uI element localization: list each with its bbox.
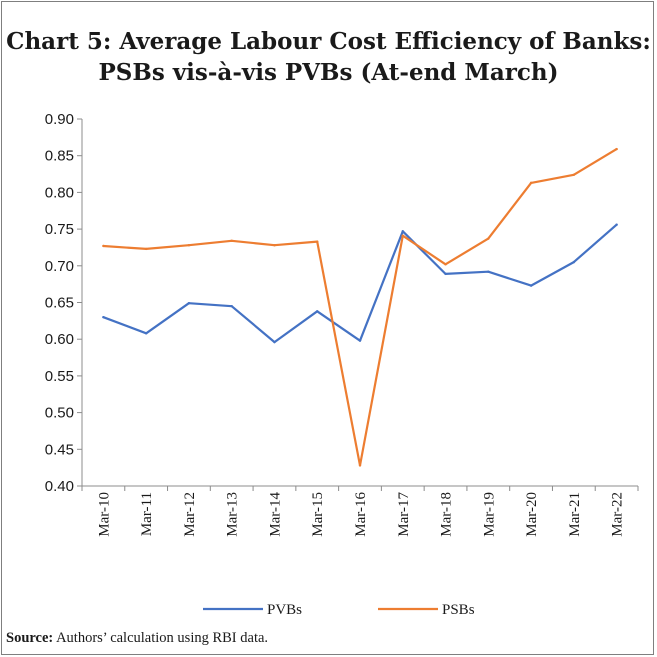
source-text: Authors’ calculation using RBI data.	[53, 630, 269, 646]
y-tick-label: 0.65	[45, 295, 74, 312]
data-point-psbs	[487, 237, 490, 240]
y-tick-label: 0.80	[45, 184, 74, 201]
y-tick-label: 0.70	[45, 258, 74, 275]
data-point-pvbs	[615, 223, 618, 226]
data-point-psbs	[102, 244, 105, 248]
data-point-psbs	[529, 181, 533, 185]
data-point-pvbs	[316, 310, 319, 313]
y-tick-label: 0.55	[45, 368, 74, 385]
x-tick-label: Mar-10	[96, 492, 112, 537]
source-note: Source: Authors’ calculation using RBI d…	[6, 630, 268, 647]
data-point-psbs	[572, 173, 576, 176]
data-point-pvbs	[273, 340, 276, 344]
chart-title-line-2: PSBs vis-à-vis PVBs (At-end March)	[98, 59, 559, 86]
x-tick-label: Mar-18	[439, 492, 455, 537]
data-point-psbs	[187, 244, 191, 247]
x-tick-label: Mar-21	[567, 492, 583, 537]
y-tick-label: 0.90	[45, 111, 74, 128]
data-point-psbs	[144, 247, 148, 251]
x-tick-label: Mar-20	[524, 492, 540, 537]
x-tick-label: Mar-17	[396, 492, 412, 537]
x-tick-label: Mar-22	[610, 492, 626, 537]
legend-label-psbs: PSBs	[442, 602, 475, 618]
x-tick-label: Mar-16	[353, 492, 369, 537]
x-tick-label: Mar-11	[139, 492, 155, 536]
source-label: Source:	[6, 630, 54, 646]
data-point-psbs	[230, 239, 233, 243]
data-point-pvbs	[444, 272, 447, 276]
data-point-psbs	[615, 147, 618, 151]
x-tick-label: Mar-13	[225, 492, 241, 537]
x-tick-label: Mar-19	[481, 492, 497, 537]
legend-label-pvbs: PVBs	[267, 602, 302, 618]
data-point-psbs	[401, 234, 404, 237]
data-point-pvbs	[487, 270, 490, 273]
x-tick-label: Mar-14	[267, 492, 283, 537]
series-line-psbs	[102, 148, 618, 467]
y-tick-label: 0.45	[45, 441, 74, 458]
data-point-psbs	[273, 244, 276, 247]
y-tick-label: 0.60	[45, 331, 74, 348]
data-point-pvbs	[572, 260, 576, 264]
data-point-pvbs	[529, 284, 533, 287]
data-point-psbs	[444, 263, 447, 266]
data-point-pvbs	[187, 302, 191, 305]
data-point-pvbs	[230, 304, 233, 308]
y-tick-label: 0.50	[45, 405, 74, 422]
x-tick-label: Mar-15	[310, 492, 326, 537]
data-point-psbs	[358, 464, 362, 467]
series-line-pvbs	[102, 223, 618, 344]
data-point-pvbs	[401, 230, 404, 233]
y-tick-label: 0.75	[45, 221, 74, 238]
chart-title: Chart 5: Average Labour Cost Efficiency …	[0, 26, 657, 88]
data-point-pvbs	[358, 339, 362, 342]
data-point-pvbs	[144, 332, 148, 335]
data-point-pvbs	[102, 315, 105, 319]
y-tick-label: 0.85	[45, 148, 74, 165]
data-point-psbs	[316, 240, 319, 243]
chart-title-line-1: Chart 5: Average Labour Cost Efficiency …	[6, 28, 651, 55]
x-tick-label: Mar-12	[182, 492, 198, 537]
y-tick-label: 0.40	[45, 478, 74, 495]
